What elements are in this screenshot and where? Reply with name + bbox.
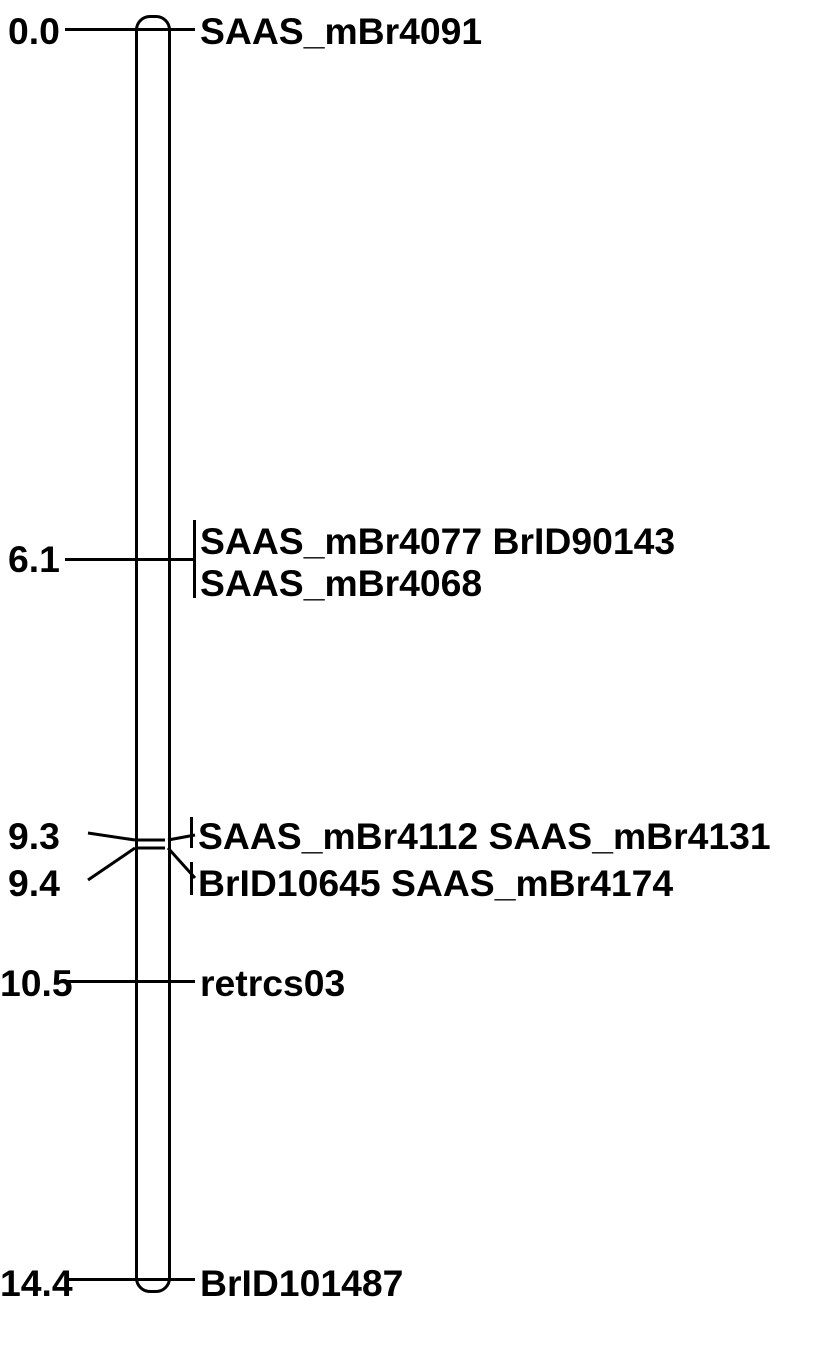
position-label-4: 10.5 (0, 962, 73, 1005)
position-label-5: 14.4 (0, 1262, 73, 1305)
marker-label-3: BrID10645 SAAS_mBr4174 (198, 862, 673, 905)
marker-label-1a: SAAS_mBr4077 BrID90143 (200, 520, 675, 563)
diag-left-94 (88, 848, 135, 880)
tick-left-0 (65, 28, 195, 31)
marker-label-5: BrID101487 (200, 1262, 403, 1305)
tick-bracket-3 (190, 862, 193, 895)
marker-label-1b: SAAS_mBr4068 (200, 562, 482, 605)
tick-left-1 (65, 558, 193, 561)
linkage-map-container: 0.0 SAAS_mBr4091 6.1 SAAS_mBr4077 BrID90… (0, 0, 813, 1348)
marker-label-0: SAAS_mBr4091 (200, 10, 482, 53)
marker-label-2: SAAS_mBr4112 SAAS_mBr4131 (198, 815, 771, 858)
connector-svg-93-94 (0, 0, 813, 1348)
chromosome-bar (135, 15, 171, 1293)
tick-left-4 (65, 980, 195, 983)
diag-left-93 (88, 833, 135, 840)
bracket-1 (193, 520, 196, 598)
position-label-2: 9.3 (8, 815, 60, 858)
position-label-0: 0.0 (8, 10, 60, 53)
tick-left-5 (65, 1278, 195, 1281)
position-label-1: 6.1 (8, 538, 60, 581)
position-label-3: 9.4 (8, 862, 60, 905)
marker-label-4: retrcs03 (200, 962, 345, 1005)
tick-bracket-2 (190, 817, 193, 848)
